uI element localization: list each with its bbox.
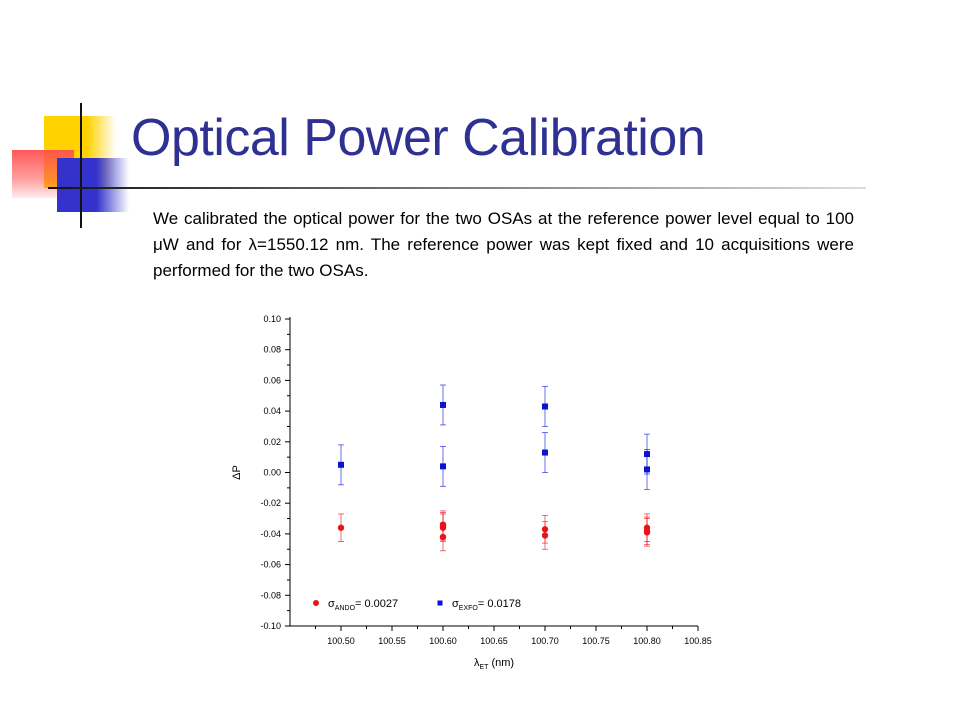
x-tick-label: 100.80 <box>633 636 661 646</box>
data-point-exfo <box>440 401 446 408</box>
y-tick-label: -0.02 <box>260 498 281 508</box>
y-tick-label: -0.06 <box>260 560 281 570</box>
chart-marks <box>337 384 651 552</box>
y-tick-label: 0.02 <box>263 437 281 447</box>
data-point-exfo <box>440 463 446 470</box>
legend-marker-ando <box>313 600 319 606</box>
x-axis-label: λET (nm) <box>474 657 514 671</box>
y-tick-label: -0.08 <box>260 590 281 600</box>
data-point-ando <box>439 533 447 541</box>
x-tick-label: 100.65 <box>480 636 508 646</box>
deco-vertical-line <box>80 103 82 228</box>
y-tick-label: 0.10 <box>263 314 281 324</box>
x-tick-label: 100.85 <box>684 636 712 646</box>
data-point-exfo <box>542 449 548 456</box>
x-tick-label: 100.70 <box>531 636 559 646</box>
y-tick-label: 0.04 <box>263 406 281 416</box>
x-tick-label: 100.50 <box>327 636 355 646</box>
data-point-exfo <box>644 466 650 473</box>
y-tick-label: 0.06 <box>263 375 281 385</box>
data-point-exfo <box>542 403 548 410</box>
x-tick-label: 100.75 <box>582 636 610 646</box>
chart-legend: σANDO= 0.0027 σEXFO= 0.0178 <box>313 598 521 612</box>
y-axis-label: ΔP <box>231 465 243 480</box>
deco-horizontal-line <box>48 187 866 189</box>
body-paragraph: We calibrated the optical power for the … <box>153 209 854 280</box>
page-title: Optical Power Calibration <box>131 109 706 167</box>
chart-axes: 0.10 0.08 0.06 0.04 0.02 0.00 -0.02 -0.04 -0.06 -… <box>231 314 712 671</box>
x-tick-label: 100.60 <box>429 636 457 646</box>
legend-entry-exfo: σEXFO= 0.0178 <box>452 598 521 612</box>
data-point-exfo <box>338 461 344 468</box>
y-tick-label: -0.04 <box>260 529 281 539</box>
y-tick-label: -0.10 <box>260 621 281 631</box>
x-tick-label: 100.55 <box>378 636 406 646</box>
data-point-ando <box>643 529 651 536</box>
deco-blue-square <box>57 158 129 212</box>
data-point-ando <box>337 524 345 531</box>
legend-marker-exfo <box>437 600 443 606</box>
y-tick-label: 0.08 <box>263 345 281 355</box>
y-tick-label: 0.00 <box>263 468 281 478</box>
data-point-ando <box>541 532 549 539</box>
legend-entry-ando: σANDO= 0.0027 <box>328 598 398 612</box>
